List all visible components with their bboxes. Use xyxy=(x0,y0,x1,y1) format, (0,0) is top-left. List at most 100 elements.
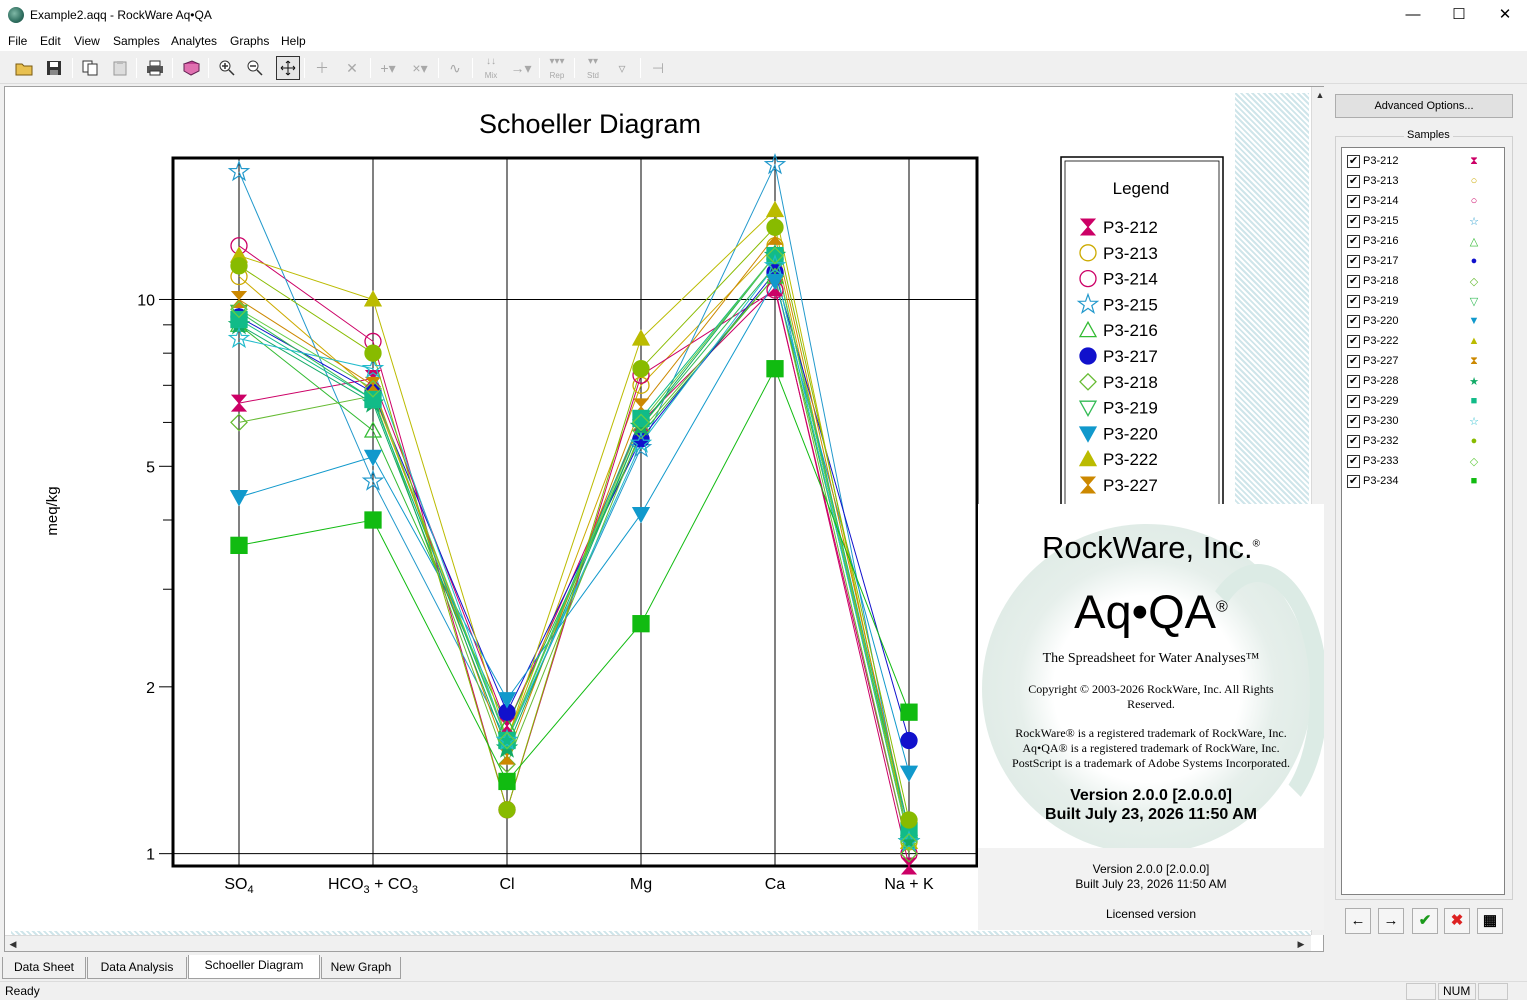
sample-checkbox[interactable]: ✔ xyxy=(1347,295,1360,308)
menu-samples[interactable]: Samples xyxy=(113,34,160,48)
sample-checkbox[interactable]: ✔ xyxy=(1347,415,1360,428)
save-icon[interactable] xyxy=(42,56,66,80)
zoom-out-icon[interactable] xyxy=(243,56,267,80)
sample-checkbox[interactable]: ✔ xyxy=(1347,235,1360,248)
cancel-x-icon[interactable]: ✖ xyxy=(1444,908,1470,934)
close-button[interactable]: ✕ xyxy=(1498,6,1512,23)
data-point-P3-220 xyxy=(497,692,517,709)
sample-symbol-icon: ▽ xyxy=(1469,296,1479,308)
sample-row[interactable]: ✔ P3-213 ○ xyxy=(1345,172,1501,190)
waveform-icon[interactable]: ∿ xyxy=(449,59,461,76)
sample-row[interactable]: ✔ P3-217 ● xyxy=(1345,252,1501,270)
legend-marker xyxy=(1078,320,1098,338)
sample-symbol-icon: ◇ xyxy=(1469,456,1479,468)
sample-symbol-icon: ▲ xyxy=(1468,335,1480,347)
legend-label: P3-216 xyxy=(1103,321,1158,340)
scroll-up-icon[interactable]: ▲ xyxy=(1315,90,1325,100)
sample-checkbox[interactable]: ✔ xyxy=(1347,175,1360,188)
legend-marker xyxy=(1079,218,1097,236)
sample-checkbox[interactable]: ✔ xyxy=(1347,155,1360,168)
sample-row[interactable]: ✔ P3-220 ▼ xyxy=(1345,312,1501,330)
print-icon[interactable] xyxy=(143,56,167,80)
sample-row[interactable]: ✔ P3-232 ● xyxy=(1345,432,1501,450)
sample-checkbox[interactable]: ✔ xyxy=(1347,355,1360,368)
data-point-P3-233 xyxy=(766,246,784,265)
add-sample-icon[interactable]: +▾ xyxy=(380,59,396,76)
sample-checkbox[interactable]: ✔ xyxy=(1347,375,1360,388)
tab-data-analysis[interactable]: Data Analysis xyxy=(87,957,187,979)
pin-icon[interactable]: ⊣ xyxy=(651,59,665,76)
schoeller-chart: Schoeller Diagram meq/kg 1 2 5 10 SO4 HCO3 + CO… xyxy=(44,109,1224,896)
pan-icon[interactable] xyxy=(276,56,300,80)
paste-icon[interactable] xyxy=(108,56,132,80)
trademark-line: PostScript is a trademark of Adobe Syste… xyxy=(1012,756,1290,770)
scroll-right-icon[interactable]: ▶ xyxy=(1297,939,1305,949)
y-tick-label: 10 xyxy=(137,292,155,309)
maximize-button[interactable]: ☐ xyxy=(1452,6,1466,23)
sample-row[interactable]: ✔ P3-233 ◇ xyxy=(1345,452,1501,470)
minimize-button[interactable]: — xyxy=(1405,6,1421,23)
sample-checkbox[interactable]: ✔ xyxy=(1347,195,1360,208)
sample-row[interactable]: ✔ P3-219 ▽ xyxy=(1345,292,1501,310)
sample-checkbox[interactable]: ✔ xyxy=(1347,335,1360,348)
sample-row[interactable]: ✔ P3-222 ▲ xyxy=(1345,332,1501,350)
sample-row[interactable]: ✔ P3-230 ☆ xyxy=(1345,412,1501,430)
menu-file[interactable]: File xyxy=(8,34,28,48)
sample-row[interactable]: ✔ P3-229 ■ xyxy=(1345,392,1501,410)
sample-checkbox[interactable]: ✔ xyxy=(1347,475,1360,488)
menu-edit[interactable]: Edit xyxy=(40,34,61,48)
apply-check-icon[interactable]: ✔ xyxy=(1412,908,1438,934)
copy-icon[interactable] xyxy=(78,56,102,80)
sample-checkbox[interactable]: ✔ xyxy=(1347,455,1360,468)
sample-row[interactable]: ✔ P3-227 ⧗ xyxy=(1345,352,1501,370)
advanced-options-button[interactable]: Advanced Options... xyxy=(1335,94,1513,118)
sample-row[interactable]: ✔ P3-214 ○ xyxy=(1345,192,1501,210)
sample-row[interactable]: ✔ P3-215 ☆ xyxy=(1345,212,1501,230)
add-row-icon[interactable]: ＋ xyxy=(315,60,329,76)
rep-button[interactable]: ▾▾▾ Rep xyxy=(545,56,569,80)
std-button[interactable]: ▾▾ Std xyxy=(581,56,605,80)
mix-label: Mix xyxy=(484,71,498,80)
next-arrow-icon[interactable]: → xyxy=(1378,908,1404,934)
tab-new-graph[interactable]: New Graph xyxy=(321,957,401,979)
menu-graphs[interactable]: Graphs xyxy=(230,34,270,48)
table-grid-icon[interactable]: ▦ xyxy=(1477,908,1503,934)
sample-row[interactable]: ✔ P3-218 ◇ xyxy=(1345,272,1501,290)
sample-symbol-icon: ★ xyxy=(1469,376,1479,388)
zoom-in-icon[interactable] xyxy=(215,56,239,80)
sample-row[interactable]: ✔ P3-234 ■ xyxy=(1345,472,1501,490)
menu-analytes[interactable]: Analytes xyxy=(171,34,218,48)
samples-group: Samples ✔ P3-212 ⧗ ✔ P3-213 ○ ✔ P3-214 ○ ✔ P3-215 ☆… xyxy=(1335,129,1513,900)
sample-checkbox[interactable]: ✔ xyxy=(1347,215,1360,228)
sample-checkbox[interactable]: ✔ xyxy=(1347,275,1360,288)
sample-checkbox[interactable]: ✔ xyxy=(1347,315,1360,328)
scroll-left-icon[interactable]: ◀ xyxy=(9,939,17,949)
sample-symbol-icon: ■ xyxy=(1470,475,1478,487)
mix-button[interactable]: ↓↓ Mix xyxy=(479,56,503,80)
tab-data-sheet[interactable]: Data Sheet xyxy=(2,957,86,979)
data-point-P3-215 xyxy=(763,153,787,175)
sample-row[interactable]: ✔ P3-216 △ xyxy=(1345,232,1501,250)
series-line-P3-232 xyxy=(238,226,910,821)
test-tube-icon[interactable]: ▿ xyxy=(618,59,626,76)
delete-sample-icon[interactable]: ×▾ xyxy=(412,59,428,76)
book-icon[interactable] xyxy=(179,56,203,80)
page-margin-hatch xyxy=(1235,93,1309,507)
menu-help[interactable]: Help xyxy=(281,34,306,48)
samples-list[interactable]: ✔ P3-212 ⧗ ✔ P3-213 ○ ✔ P3-214 ○ ✔ P3-215 ☆ ✔ P3-216 △… xyxy=(1341,147,1505,895)
delete-row-icon[interactable]: ✕ xyxy=(346,59,358,76)
open-folder-icon[interactable] xyxy=(12,56,36,80)
sample-checkbox[interactable]: ✔ xyxy=(1347,255,1360,268)
sample-row[interactable]: ✔ P3-228 ★ xyxy=(1345,372,1501,390)
tab-schoeller-diagram[interactable]: Schoeller Diagram xyxy=(188,955,320,979)
horizontal-scrollbar[interactable]: ◀ ▶ xyxy=(5,935,1311,951)
sample-symbol-icon: ☆ xyxy=(1469,416,1479,428)
previous-arrow-icon[interactable]: ← xyxy=(1345,908,1371,934)
sample-row[interactable]: ✔ P3-212 ⧗ xyxy=(1345,152,1501,170)
data-point-P3-217 xyxy=(900,731,918,750)
sample-checkbox[interactable]: ✔ xyxy=(1347,395,1360,408)
series-line-P3-213 xyxy=(238,244,910,843)
sample-checkbox[interactable]: ✔ xyxy=(1347,435,1360,448)
menu-view[interactable]: View xyxy=(74,34,100,48)
merge-icon[interactable]: →▾ xyxy=(510,59,532,76)
